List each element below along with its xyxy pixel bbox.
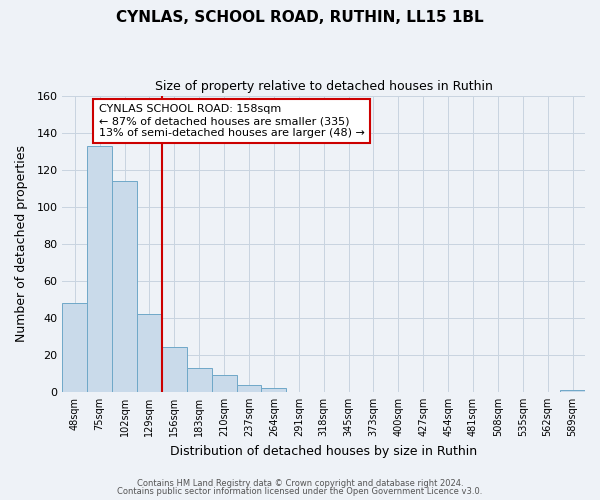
Bar xyxy=(87,146,112,392)
Y-axis label: Number of detached properties: Number of detached properties xyxy=(15,145,28,342)
Title: Size of property relative to detached houses in Ruthin: Size of property relative to detached ho… xyxy=(155,80,493,93)
Bar xyxy=(112,181,137,392)
Bar xyxy=(262,388,286,392)
Bar xyxy=(187,368,212,392)
X-axis label: Distribution of detached houses by size in Ruthin: Distribution of detached houses by size … xyxy=(170,444,477,458)
Text: Contains HM Land Registry data © Crown copyright and database right 2024.: Contains HM Land Registry data © Crown c… xyxy=(137,478,463,488)
Text: CYNLAS SCHOOL ROAD: 158sqm
← 87% of detached houses are smaller (335)
13% of sem: CYNLAS SCHOOL ROAD: 158sqm ← 87% of deta… xyxy=(99,104,365,138)
Text: CYNLAS, SCHOOL ROAD, RUTHIN, LL15 1BL: CYNLAS, SCHOOL ROAD, RUTHIN, LL15 1BL xyxy=(116,10,484,25)
Bar xyxy=(62,303,87,392)
Bar xyxy=(212,376,236,392)
Bar xyxy=(560,390,585,392)
Bar xyxy=(162,348,187,392)
Bar xyxy=(137,314,162,392)
Bar xyxy=(236,384,262,392)
Text: Contains public sector information licensed under the Open Government Licence v3: Contains public sector information licen… xyxy=(118,487,482,496)
